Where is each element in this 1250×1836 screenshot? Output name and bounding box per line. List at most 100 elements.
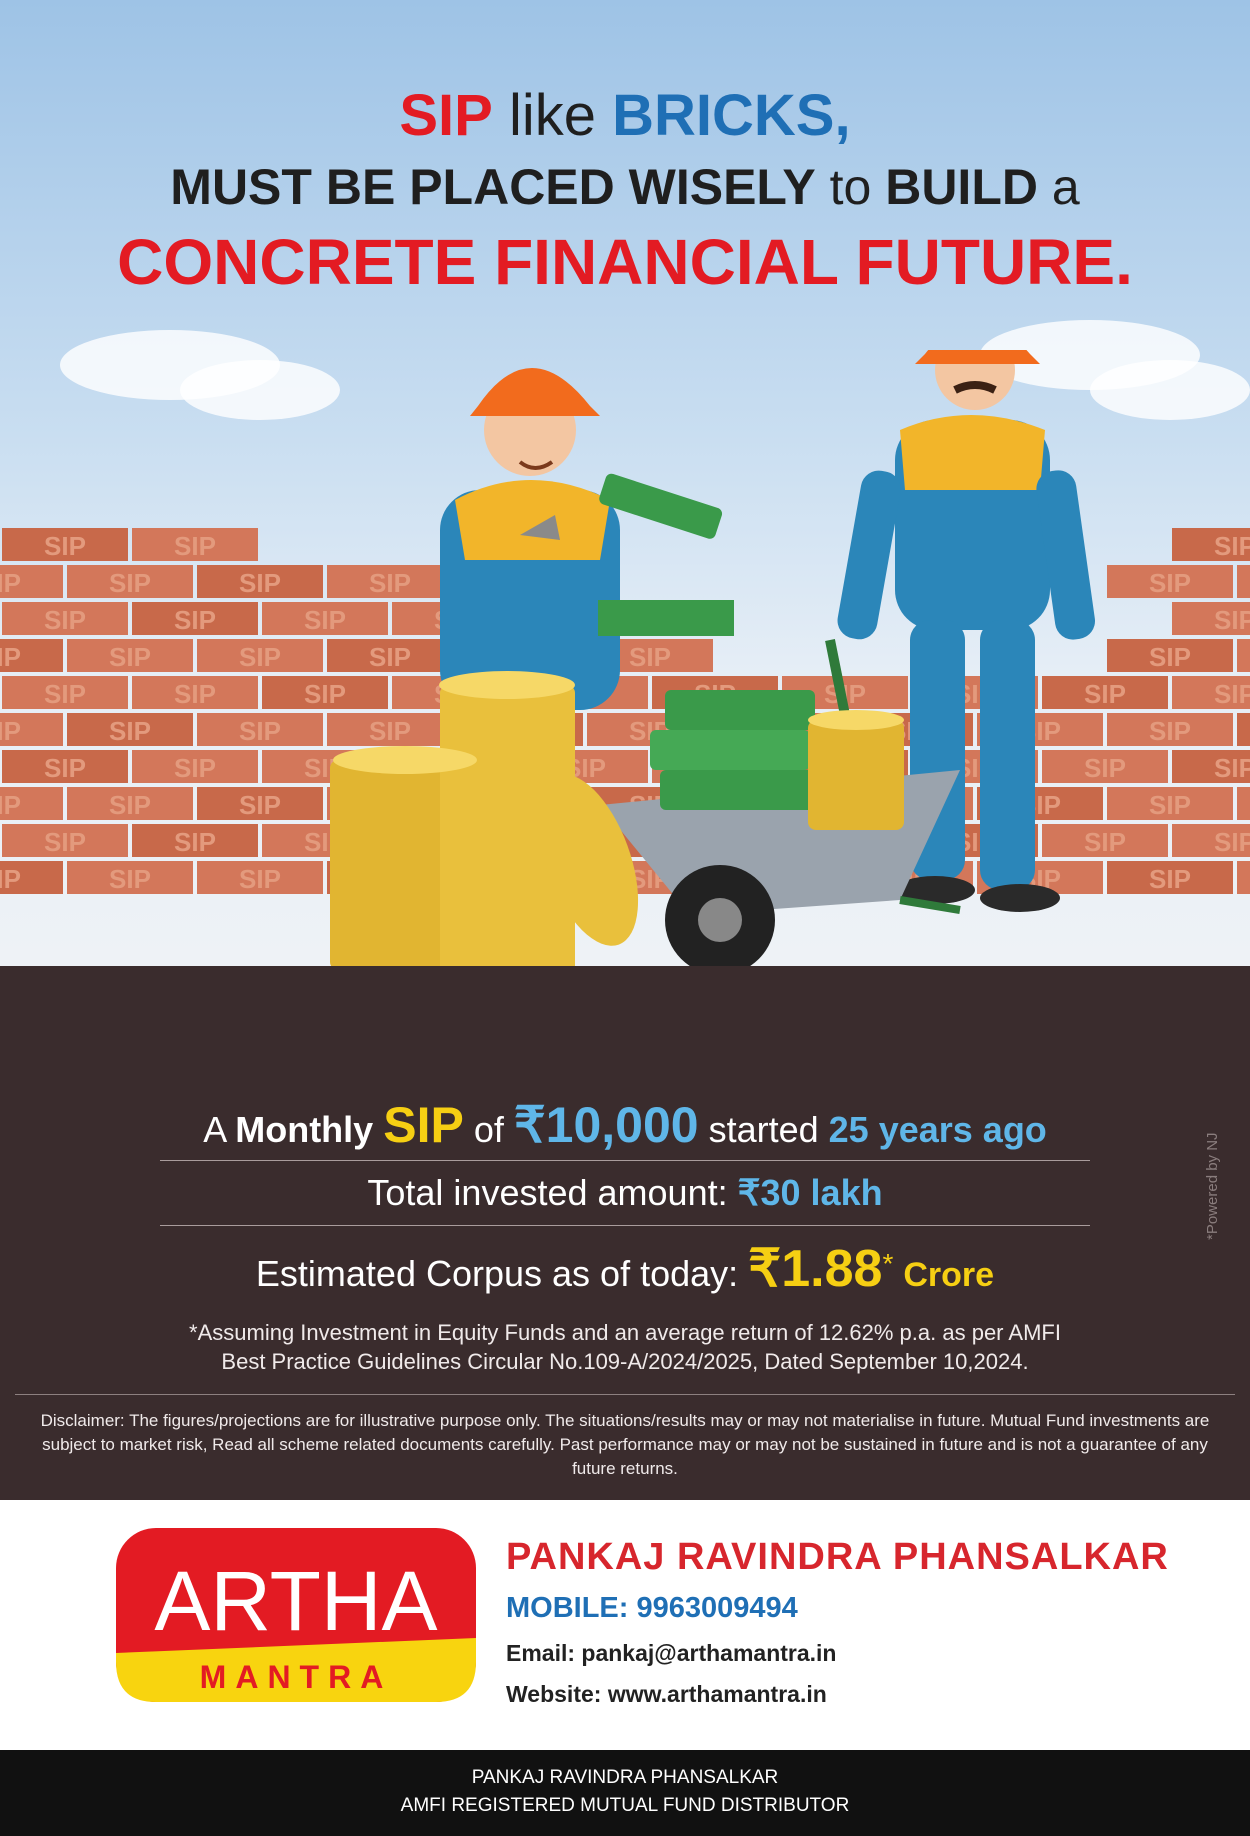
brick xyxy=(1172,750,1250,783)
brick xyxy=(1042,750,1168,783)
brick xyxy=(132,824,258,857)
brick xyxy=(197,565,323,598)
brick xyxy=(1237,787,1250,820)
brick-label: SIP xyxy=(239,716,281,746)
brick xyxy=(1237,713,1250,746)
illustration xyxy=(330,350,1096,966)
contact-section: ARTHA MANTRA PANKAJ RAVINDRA PHANSALKAR … xyxy=(0,1500,1250,1750)
brick xyxy=(132,750,258,783)
info-panel xyxy=(0,966,1250,1500)
brick xyxy=(132,676,258,709)
brick xyxy=(0,639,63,672)
brick xyxy=(262,676,388,709)
brick xyxy=(327,639,453,672)
brick xyxy=(67,861,193,894)
brick-label: SIP xyxy=(239,790,281,820)
brick-label: SIP xyxy=(109,864,151,894)
brick-label: SIP xyxy=(0,568,21,598)
brick xyxy=(327,565,453,598)
brick-label: SIP xyxy=(1084,753,1126,783)
cash-bundle-icon xyxy=(598,600,734,636)
disclaimer: Disclaimer: The figures/projections are … xyxy=(40,1411,1210,1478)
brick xyxy=(67,713,193,746)
brick xyxy=(0,713,63,746)
brick xyxy=(1042,676,1168,709)
brick-label: SIP xyxy=(174,753,216,783)
brick-label: SIP xyxy=(174,827,216,857)
logo-text-top: ARTHA xyxy=(154,1554,437,1648)
brick xyxy=(132,602,258,635)
brick xyxy=(327,713,453,746)
brick xyxy=(1107,861,1233,894)
brick-label: SIP xyxy=(304,605,346,635)
brick-label: SIP xyxy=(369,642,411,672)
divider xyxy=(15,1394,1235,1395)
headline-line-3: CONCRETE FINANCIAL FUTURE. xyxy=(117,226,1133,298)
brick-label: SIP xyxy=(44,827,86,857)
brick-label: SIP xyxy=(0,790,21,820)
brick-label: SIP xyxy=(0,642,21,672)
corpus-line: Estimated Corpus as of today: ₹1.88* Cro… xyxy=(255,1240,995,1298)
brick xyxy=(1237,565,1250,598)
brick-label: SIP xyxy=(239,864,281,894)
brick xyxy=(67,639,193,672)
artha-mantra-logo: ARTHA MANTRA xyxy=(116,1528,476,1702)
brick-label: SIP xyxy=(304,679,346,709)
brick-label: SIP xyxy=(1214,605,1250,635)
divider xyxy=(160,1225,1090,1226)
powered-by: *Powered by NJ xyxy=(1204,1132,1221,1240)
brick-label: SIP xyxy=(44,531,86,561)
brick-label: SIP xyxy=(1214,679,1250,709)
wheelbarrow-icon xyxy=(600,639,961,966)
brick-label: SIP xyxy=(1214,753,1250,783)
logo-text-bottom: MANTRA xyxy=(200,1659,393,1695)
brick xyxy=(197,639,323,672)
sip-info: A Monthly SIP of ₹10,000 started 25 year… xyxy=(0,1090,1250,1481)
brick-label: SIP xyxy=(369,568,411,598)
brick-label: SIP xyxy=(239,568,281,598)
brick xyxy=(1107,787,1233,820)
brick-label: SIP xyxy=(1149,790,1191,820)
brick xyxy=(2,676,128,709)
brick xyxy=(0,787,63,820)
brick-label: SIP xyxy=(109,790,151,820)
brick xyxy=(1107,639,1233,672)
brick-label: SIP xyxy=(44,679,86,709)
brick xyxy=(2,824,128,857)
brick-label: SIP xyxy=(1084,827,1126,857)
worker-right-illustration xyxy=(837,350,1096,912)
brick-label: SIP xyxy=(44,753,86,783)
contact-mobile[interactable]: MOBILE: 9963009494 xyxy=(506,1592,798,1624)
footer-line-1: PANKAJ RAVINDRA PHANSALKAR xyxy=(471,1767,779,1788)
brick xyxy=(1172,676,1250,709)
footer-line-2: AMFI REGISTERED MUTUAL FUND DISTRIBUTOR xyxy=(400,1795,850,1816)
brick-label: SIP xyxy=(629,642,671,672)
brick-label: SIP xyxy=(109,568,151,598)
brick xyxy=(1107,713,1233,746)
brick xyxy=(2,750,128,783)
cloud xyxy=(1090,360,1250,420)
brick xyxy=(197,787,323,820)
headline-line-2: MUST BE PLACED WISELY to BUILD a xyxy=(170,159,1080,215)
brick xyxy=(2,602,128,635)
brick-label: SIP xyxy=(0,716,21,746)
contact-email[interactable]: Email: pankaj@arthamantra.in xyxy=(506,1640,837,1666)
brick xyxy=(1172,824,1250,857)
brick xyxy=(1237,639,1250,672)
brick xyxy=(1107,565,1233,598)
contact-website[interactable]: Website: www.arthamantra.in xyxy=(506,1681,827,1707)
brick-label: SIP xyxy=(174,531,216,561)
brick xyxy=(197,713,323,746)
brick xyxy=(67,787,193,820)
headline-line-1: SIP like BRICKS, xyxy=(399,83,851,148)
brick xyxy=(1172,602,1250,635)
brick xyxy=(132,528,258,561)
brick xyxy=(262,602,388,635)
assumption-note: *Assuming Investment in Equity Funds and… xyxy=(189,1320,1061,1374)
brick xyxy=(0,861,63,894)
footer: PANKAJ RAVINDRA PHANSALKAR AMFI REGISTER… xyxy=(0,1750,1250,1836)
contact-name: PANKAJ RAVINDRA PHANSALKAR xyxy=(506,1536,1169,1578)
brick-label: SIP xyxy=(239,642,281,672)
hero-section: SIP like BRICKS, MUST BE PLACED WISELY t… xyxy=(0,0,1250,966)
headline: SIP like BRICKS, MUST BE PLACED WISELY t… xyxy=(0,80,1250,302)
